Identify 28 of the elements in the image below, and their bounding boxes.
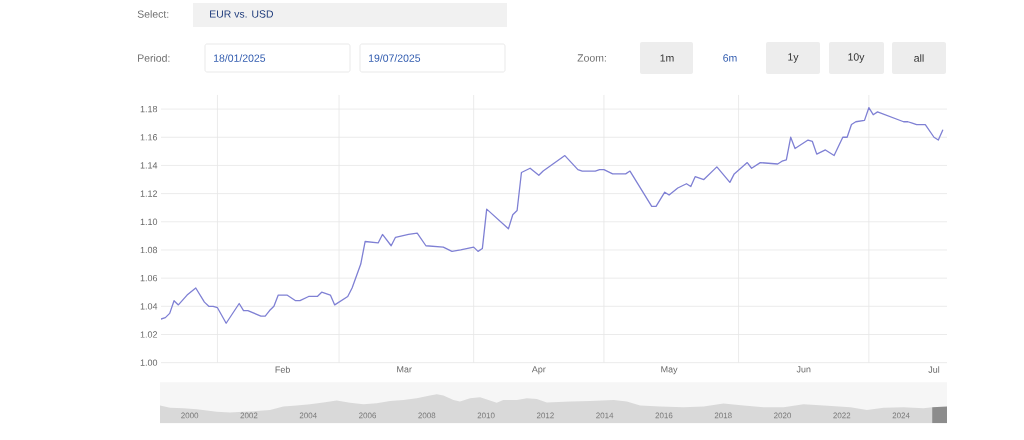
y-tick-label: 1.02 bbox=[140, 331, 158, 338]
x-tick-label: Apr bbox=[531, 366, 546, 375]
y-tick-label: 1.04 bbox=[140, 303, 158, 310]
y-tick-label: 1.08 bbox=[140, 246, 158, 254]
text: Period: bbox=[138, 54, 170, 62]
y-tick-label: 1.14 bbox=[140, 162, 158, 169]
x-tick-label: Jun bbox=[796, 366, 811, 373]
text: all bbox=[914, 54, 924, 62]
y-tick-label: 1.00 bbox=[140, 359, 158, 366]
text: 6m bbox=[723, 54, 737, 62]
text: 10y bbox=[848, 53, 865, 63]
text: 1y bbox=[788, 53, 799, 63]
text: 18/01/2025 bbox=[214, 54, 266, 62]
y-tick-label: 1.16 bbox=[140, 134, 158, 141]
x-tick-label: Feb bbox=[275, 366, 290, 373]
y-tick-label: 1.18 bbox=[140, 105, 158, 113]
text: 1m bbox=[660, 54, 674, 62]
x-tick-label: Mar bbox=[397, 366, 412, 373]
y-tick-label: 1.12 bbox=[140, 190, 158, 197]
y-tick-label: 1.10 bbox=[140, 218, 158, 225]
text: Zoom: bbox=[577, 54, 606, 62]
chart-title: EUR vs. USD bbox=[210, 10, 274, 18]
text: Select: bbox=[137, 10, 169, 18]
x-tick-label: Jul bbox=[928, 366, 940, 373]
text: 19/07/2025 bbox=[369, 54, 421, 62]
line-series bbox=[161, 107, 944, 324]
y-tick-label: 1.06 bbox=[140, 274, 158, 282]
x-tick-label: May bbox=[661, 366, 678, 375]
